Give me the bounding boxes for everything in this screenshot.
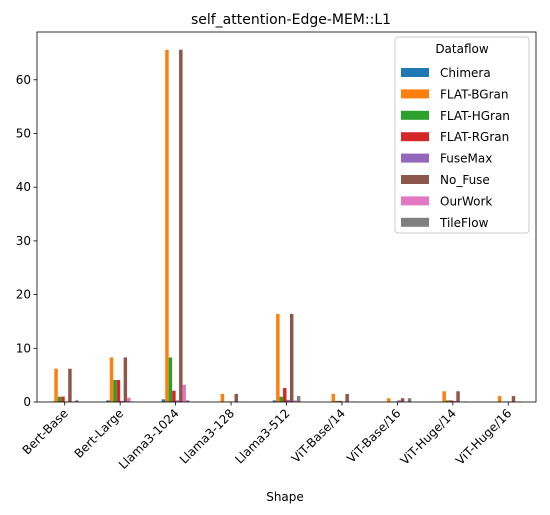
bar-chimera-4 xyxy=(272,400,277,402)
bar-flat-rgran-5 xyxy=(338,400,342,402)
legend-title: Dataflow xyxy=(435,42,489,56)
bar-flat-bgran-0 xyxy=(54,368,58,402)
bar-chimera-1 xyxy=(106,400,110,402)
bar-no-fuse-8 xyxy=(511,396,516,402)
bar-flat-rgran-1 xyxy=(116,379,121,402)
bar-flat-rgran-7 xyxy=(449,400,453,402)
legend-swatch xyxy=(401,175,429,184)
legend-swatch xyxy=(401,110,429,120)
chart-title: self_attention-Edge-MEM::L1 xyxy=(191,12,391,28)
bar-flat-bgran-1 xyxy=(109,357,114,402)
x-tick-label: ViT-Huge/16 xyxy=(453,406,514,467)
legend-swatch xyxy=(401,132,429,142)
bar-flat-bgran-2 xyxy=(165,49,169,402)
y-tick-label: 40 xyxy=(16,180,31,194)
legend-label: FLAT-RGran xyxy=(440,130,509,144)
legend-swatch xyxy=(401,196,429,206)
y-tick-label: 60 xyxy=(16,73,31,87)
bar-flat-hgran-7 xyxy=(445,400,450,402)
bar-flat-bgran-6 xyxy=(386,398,391,402)
y-tick-label: 0 xyxy=(23,395,31,409)
bar-fusemax-2 xyxy=(175,400,180,402)
x-tick-label: ViT-Base/14 xyxy=(289,406,348,465)
bar-no-fuse-4 xyxy=(289,313,294,402)
x-axis-label: Shape xyxy=(266,490,304,504)
bar-ourwork-4 xyxy=(293,400,297,402)
bar-no-fuse-2 xyxy=(179,49,183,402)
x-tick-label: Bert-Base xyxy=(20,406,71,457)
bar-fusemax-7 xyxy=(452,400,457,402)
bar-chimera-2 xyxy=(161,399,166,402)
bar-flat-hgran-5 xyxy=(335,400,339,402)
bar-fusemax-1 xyxy=(120,400,124,402)
bar-flat-bgran-8 xyxy=(497,396,502,402)
bar-flat-rgran-2 xyxy=(172,390,176,402)
bar-flat-bgran-7 xyxy=(442,391,446,402)
bar-flat-rgran-0 xyxy=(61,396,65,402)
x-tick-label: Llama3-128 xyxy=(177,406,237,466)
bar-no-fuse-3 xyxy=(234,393,238,402)
y-tick-label: 20 xyxy=(16,288,31,302)
x-tick-label: ViT-Huge/14 xyxy=(398,406,459,467)
legend-label: FLAT-HGran xyxy=(440,109,510,123)
bar-ourwork-2 xyxy=(182,384,187,402)
legend: Dataflow Chimera FLAT-BGran FLAT-HGran FLAT-… xyxy=(394,36,530,234)
legend-label: OurWork xyxy=(440,194,492,208)
bar-flat-rgran-4 xyxy=(283,388,287,402)
legend-swatch xyxy=(401,153,429,163)
bar-fusemax-6 xyxy=(397,400,401,402)
bar-flat-bgran-5 xyxy=(331,393,336,402)
bar-no-fuse-6 xyxy=(400,398,405,402)
x-tick-label: ViT-Base/16 xyxy=(344,406,403,465)
bar-tileflow-0 xyxy=(75,400,79,402)
bar-tileflow-6 xyxy=(407,398,412,402)
bar-fusemax-4 xyxy=(286,399,290,402)
legend-label: FLAT-BGran xyxy=(440,87,508,101)
y-tick-label: 50 xyxy=(16,126,31,140)
x-tick-label: Bert-Large xyxy=(72,406,127,461)
bar-flat-hgran-0 xyxy=(57,396,62,402)
bar-tileflow-2 xyxy=(186,400,190,402)
bar-flat-hgran-2 xyxy=(168,357,173,402)
legend-label: FuseMax xyxy=(440,152,492,166)
bar-no-fuse-7 xyxy=(456,391,460,402)
legend-label: No_Fuse xyxy=(440,173,490,187)
y-tick-label: 10 xyxy=(16,341,31,355)
bar-no-fuse-5 xyxy=(345,393,349,402)
bar-flat-bgran-4 xyxy=(276,313,280,402)
y-tick-label: 30 xyxy=(16,234,31,248)
legend-label: Chimera xyxy=(440,66,491,80)
bar-flat-hgran-1 xyxy=(113,379,117,402)
legend-swatch xyxy=(401,68,429,77)
bar-no-fuse-0 xyxy=(68,368,72,402)
legend-swatch xyxy=(401,217,429,227)
bar-tileflow-4 xyxy=(296,396,301,402)
bar-flat-bgran-3 xyxy=(220,393,225,402)
legend-swatch xyxy=(401,89,429,99)
bar-ourwork-1 xyxy=(127,397,131,402)
bar-no-fuse-1 xyxy=(123,357,128,402)
x-tick-label: Llama3-512 xyxy=(232,406,292,466)
bar-flat-hgran-4 xyxy=(279,396,284,402)
legend-label: TileFlow xyxy=(439,216,489,230)
